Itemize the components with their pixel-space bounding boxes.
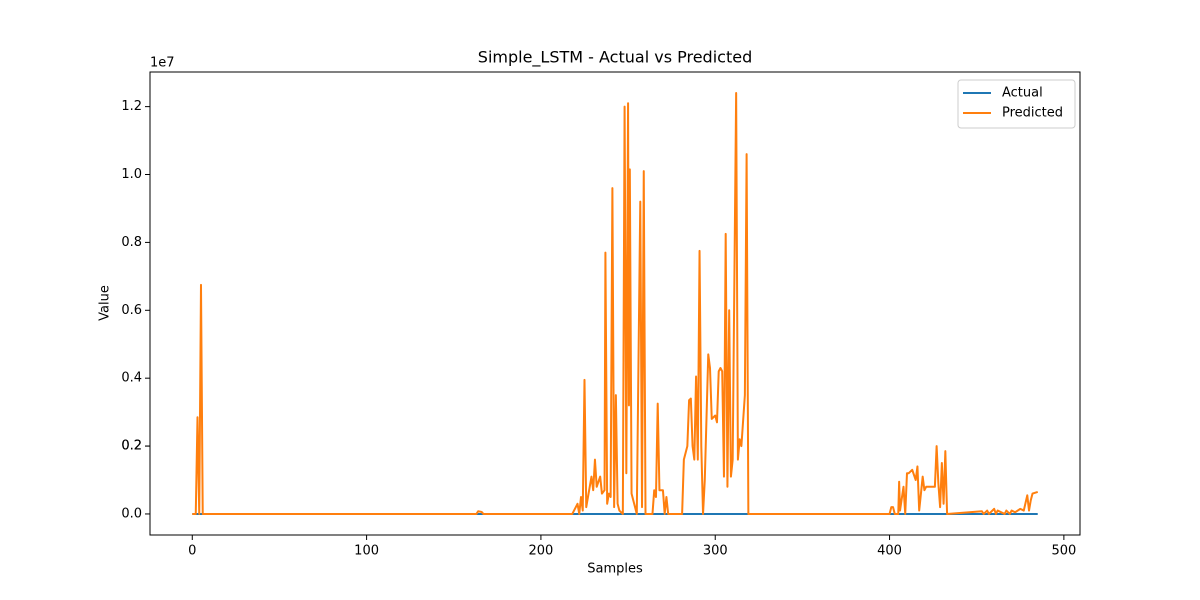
x-tick-label: 200 — [528, 544, 553, 559]
y-tick-label: 0.2 — [121, 439, 142, 454]
chart-title: Simple_LSTM - Actual vs Predicted — [478, 48, 752, 68]
y-tick-label: 0.8 — [121, 235, 142, 250]
data-line — [192, 92, 1039, 515]
legend-label: Actual — [1002, 86, 1043, 101]
y-tick-label: 1.2 — [121, 99, 142, 114]
plot-frame — [149, 71, 1081, 536]
x-axis-label: Samples — [587, 562, 643, 577]
x-tick-label: 300 — [703, 544, 728, 559]
x-tick-label: 100 — [354, 544, 379, 559]
x-tick-label: 500 — [1051, 544, 1076, 559]
y-axis-label: Value — [98, 285, 113, 321]
y-offset-label: 1e7 — [150, 56, 175, 71]
y-tick-label: 0.2 — [121, 439, 142, 454]
y-tick-label: 0.6 — [121, 303, 142, 318]
y-tick-label: 0.0 — [121, 506, 142, 521]
x-tick-label: 400 — [877, 544, 902, 559]
legend-label: Predicted — [1002, 106, 1063, 121]
y-tick-label: 1.0 — [121, 167, 142, 182]
x-tick-label: 0 — [188, 544, 196, 559]
y-tick-label: 0.4 — [121, 371, 142, 386]
